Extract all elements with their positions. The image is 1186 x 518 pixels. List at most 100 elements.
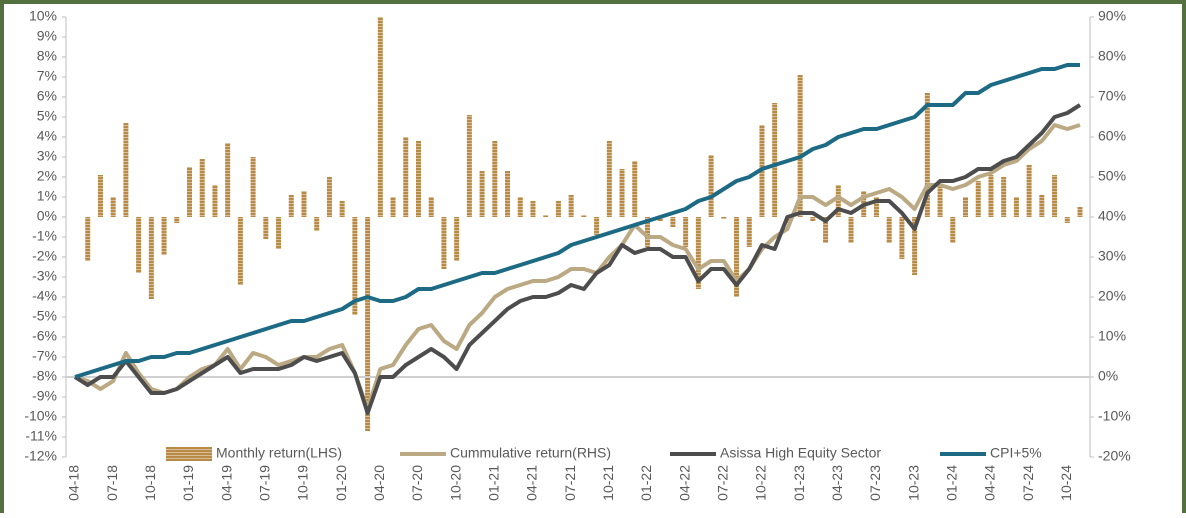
- bar: [594, 217, 600, 235]
- x-tick-label: 07-21: [562, 465, 578, 501]
- bar: [568, 195, 574, 217]
- y-tick-label: -6%: [32, 328, 57, 344]
- bar: [1039, 195, 1045, 217]
- bar: [301, 191, 307, 217]
- bar: [110, 197, 116, 217]
- y2-tick-label: 50%: [1098, 168, 1126, 184]
- y-tick-label: 4%: [37, 128, 57, 144]
- bar: [97, 175, 103, 217]
- bar: [263, 217, 269, 239]
- x-tick-label: 04-21: [524, 465, 540, 501]
- y-tick-label: 7%: [37, 68, 57, 84]
- bar: [225, 143, 231, 217]
- bar: [873, 197, 879, 217]
- bar: [390, 197, 396, 217]
- bar: [186, 167, 192, 217]
- y-tick-label: -10%: [24, 408, 57, 424]
- y-tick-label: -12%: [24, 448, 57, 464]
- bar: [797, 75, 803, 217]
- x-tick-label: 10-19: [295, 465, 311, 501]
- y-tick-label: 0%: [37, 208, 57, 224]
- bar: [988, 175, 994, 217]
- bar: [276, 217, 282, 249]
- bar: [212, 185, 218, 217]
- x-tick-label: 04-18: [66, 465, 82, 501]
- y2-tick-label: 80%: [1098, 48, 1126, 64]
- x-tick-label: 07-20: [409, 465, 425, 501]
- x-tick-label: 10-21: [600, 465, 616, 501]
- y2-tick-label: 0%: [1098, 368, 1118, 384]
- bar: [848, 217, 854, 243]
- bar: [339, 201, 345, 217]
- y-tick-label: -1%: [32, 228, 57, 244]
- bar: [365, 217, 371, 431]
- line: [74, 123, 1081, 411]
- bar: [530, 201, 536, 217]
- bar: [454, 217, 460, 261]
- bar: [632, 161, 638, 217]
- y2-tick-label: 60%: [1098, 128, 1126, 144]
- y2-tick-label: 40%: [1098, 208, 1126, 224]
- bar: [85, 217, 91, 261]
- bar: [937, 185, 943, 217]
- bar: [123, 123, 129, 217]
- bar: [199, 159, 205, 217]
- x-tick-label: 07-24: [1020, 465, 1036, 501]
- bar: [479, 171, 485, 217]
- bar: [352, 217, 358, 315]
- bar: [250, 157, 256, 217]
- x-tick-label: 04-24: [982, 465, 998, 501]
- bar: [314, 217, 320, 231]
- x-tick-label: 01-22: [638, 465, 654, 501]
- y-tick-label: 9%: [37, 28, 57, 44]
- bar: [950, 217, 956, 243]
- y-tick-label: -11%: [25, 428, 57, 444]
- bar: [772, 103, 778, 217]
- bar: [1064, 217, 1070, 223]
- bar: [288, 195, 294, 217]
- bar: [912, 217, 918, 275]
- bar: [899, 217, 905, 259]
- bar: [644, 217, 650, 247]
- x-tick-label: 07-19: [257, 465, 273, 501]
- bar: [237, 217, 243, 285]
- bar: [441, 217, 447, 269]
- bar: [975, 181, 981, 217]
- y-tick-label: 10%: [29, 8, 57, 24]
- y-tick-label: 3%: [37, 148, 57, 164]
- bar: [683, 217, 689, 247]
- x-tick-label: 01-21: [486, 465, 502, 501]
- bar: [1013, 197, 1019, 217]
- y-tick-label: 8%: [37, 48, 57, 64]
- bar: [517, 197, 523, 217]
- bar: [619, 169, 625, 217]
- bar: [403, 137, 409, 217]
- y-tick-label: -3%: [32, 268, 57, 284]
- bar: [377, 17, 383, 217]
- x-tick-label: 10-22: [753, 465, 769, 501]
- bar: [136, 217, 142, 273]
- bar: [1001, 177, 1007, 217]
- bar: [810, 217, 816, 221]
- bar: [148, 217, 154, 299]
- y-tick-label: -2%: [32, 248, 57, 264]
- bar: [161, 217, 167, 255]
- bar: [174, 217, 180, 223]
- y2-tick-label: 90%: [1098, 8, 1126, 24]
- y-tick-label: 1%: [37, 188, 57, 204]
- x-tick-label: 07-23: [867, 465, 883, 501]
- x-tick-label: 10-20: [447, 465, 463, 501]
- bar: [835, 185, 841, 217]
- legend-label: Asissa High Equity Sector: [720, 445, 881, 461]
- bar: [492, 141, 498, 217]
- legend-label: CPI+5%: [990, 445, 1042, 461]
- bar: [670, 217, 676, 227]
- line: [73, 103, 1082, 415]
- bar: [428, 197, 434, 217]
- x-tick-label: 04-19: [218, 465, 234, 501]
- x-tick-label: 07-18: [104, 465, 120, 501]
- x-tick-label: 07-22: [715, 465, 731, 501]
- bar: [1077, 207, 1083, 217]
